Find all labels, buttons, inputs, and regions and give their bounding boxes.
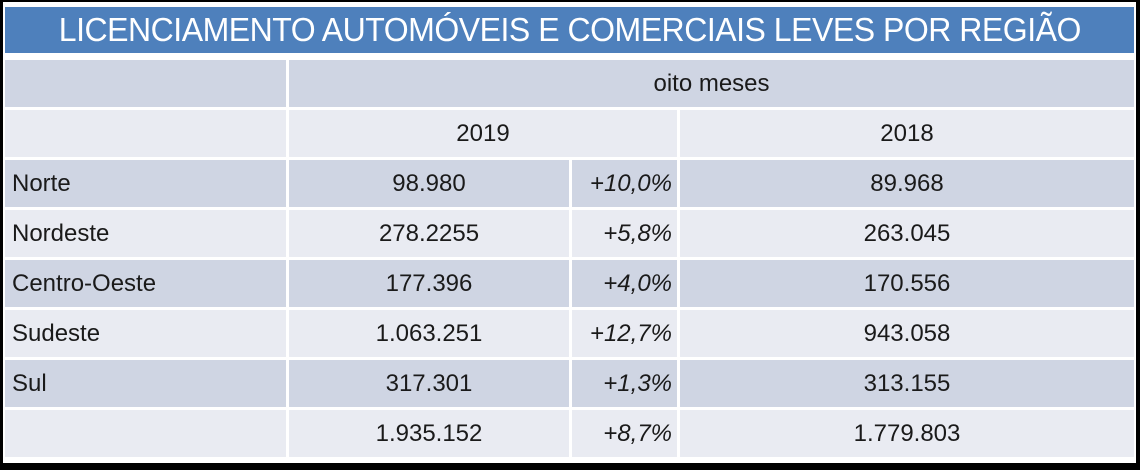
- total-region-cell-empty: [5, 410, 286, 457]
- value-2018-cell: 170.556: [680, 260, 1134, 307]
- region-cell: Sudeste: [5, 310, 286, 357]
- year-header-2018: 2018: [680, 110, 1134, 157]
- value-2019-cell: 98.980: [289, 160, 569, 207]
- value-2018-cell: 89.968: [680, 160, 1134, 207]
- year-header-2019: 2019: [289, 110, 677, 157]
- value-2019-cell: 177.396: [289, 260, 569, 307]
- total-value-2019-cell: 1.935.152: [289, 410, 569, 457]
- licensing-table: oito meses 2019 2018 Norte 98.980 +10,0%…: [5, 60, 1134, 457]
- value-2019-cell: 317.301: [289, 360, 569, 407]
- total-value-2018-cell: 1.779.803: [680, 410, 1134, 457]
- value-2018-cell: 263.045: [680, 210, 1134, 257]
- pct-change-cell: +5,8%: [572, 210, 677, 257]
- total-pct-change-cell: +8,7%: [572, 410, 677, 457]
- value-2019-cell: 278.2255: [289, 210, 569, 257]
- value-2018-cell: 943.058: [680, 310, 1134, 357]
- pct-change-cell: +4,0%: [572, 260, 677, 307]
- region-cell: Nordeste: [5, 210, 286, 257]
- title-bar: LICENCIAMENTO AUTOMÓVEIS E COMERCIAIS LE…: [5, 7, 1134, 53]
- page-title: LICENCIAMENTO AUTOMÓVEIS E COMERCIAIS LE…: [58, 11, 1081, 48]
- pct-change-cell: +1,3%: [572, 360, 677, 407]
- pct-change-cell: +10,0%: [572, 160, 677, 207]
- pct-change-cell: +12,7%: [572, 310, 677, 357]
- corner-cell-empty: [5, 60, 286, 107]
- region-cell: Sul: [5, 360, 286, 407]
- period-header-cell: oito meses: [289, 60, 1134, 107]
- value-2018-cell: 313.155: [680, 360, 1134, 407]
- corner-cell-empty: [5, 110, 286, 157]
- value-2019-cell: 1.063.251: [289, 310, 569, 357]
- region-cell: Centro-Oeste: [5, 260, 286, 307]
- region-cell: Norte: [5, 160, 286, 207]
